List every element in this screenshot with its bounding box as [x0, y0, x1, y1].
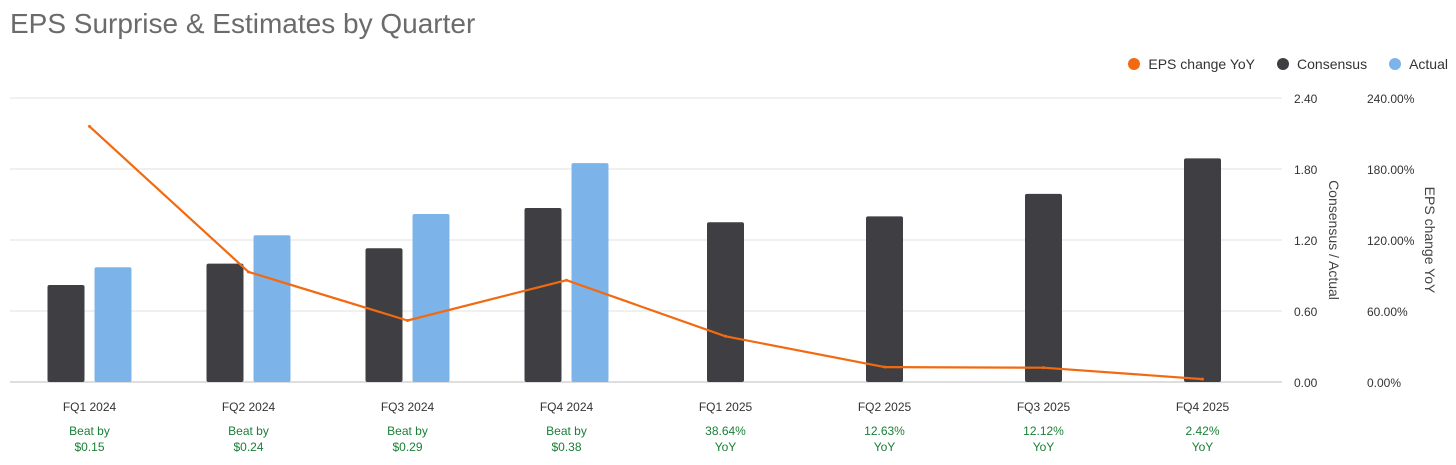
- bar-consensus: [47, 284, 85, 382]
- annotation-line2: YoY: [1033, 440, 1055, 454]
- eps-change-line: [88, 125, 1203, 381]
- bar-actual: [253, 235, 291, 382]
- y-left-tick-label: 1.80: [1294, 163, 1318, 177]
- bar-actual: [571, 163, 609, 382]
- annotation-line2: $0.38: [551, 440, 581, 454]
- eps-change-point: [883, 365, 886, 369]
- bar-consensus: [365, 248, 403, 382]
- legend-label-consensus: Consensus: [1297, 56, 1368, 72]
- x-tick-label: FQ1 2025: [699, 400, 753, 414]
- legend-label-eps-change: EPS change YoY: [1148, 56, 1256, 72]
- legend-item-consensus[interactable]: Consensus: [1277, 56, 1367, 72]
- eps-change-point: [1042, 366, 1045, 370]
- y-left-tick-label: 2.40: [1294, 92, 1318, 106]
- annotation-line2: YoY: [715, 440, 737, 454]
- annotation-line2: $0.15: [74, 440, 104, 454]
- legend-marker-consensus: [1277, 58, 1290, 70]
- bar-consensus: [707, 222, 744, 382]
- bar-consensus: [866, 216, 903, 382]
- x-tick-label: FQ1 2024: [63, 400, 117, 414]
- annotation-line1: 12.12%: [1023, 424, 1064, 438]
- y-right-tick-label: 180.00%: [1367, 163, 1415, 177]
- y-right-axis-title: EPS change YoY: [1422, 187, 1438, 294]
- x-tick-label: FQ3 2024: [381, 400, 435, 414]
- eps-change-point: [406, 318, 409, 322]
- y-right-tick-label: 120.00%: [1367, 234, 1415, 248]
- annotation-line1: 12.63%: [864, 424, 905, 438]
- y-left-tick-label: 0.60: [1294, 305, 1318, 319]
- bar-actual: [94, 267, 132, 382]
- y-right-tick-label: 60.00%: [1367, 305, 1408, 319]
- eps-change-point: [88, 124, 91, 128]
- legend: EPS change YoY Consensus Actual: [1128, 56, 1448, 72]
- y-right-tick-label: 240.00%: [1367, 92, 1415, 106]
- bar-consensus: [206, 263, 244, 382]
- eps-change-point: [724, 334, 727, 338]
- eps-change-point: [1201, 377, 1204, 381]
- bar-consensus: [1184, 158, 1221, 382]
- annotation-line2: YoY: [874, 440, 896, 454]
- annotation-line2: $0.24: [233, 440, 263, 454]
- annotation-line1: Beat by: [546, 424, 587, 438]
- annotation-line2: YoY: [1192, 440, 1214, 454]
- y-left-tick-label: 0.00: [1294, 376, 1318, 390]
- bar-actual: [412, 213, 450, 382]
- annotation-line1: Beat by: [69, 424, 110, 438]
- bar-consensus: [524, 208, 562, 382]
- x-tick-label: FQ3 2025: [1017, 400, 1071, 414]
- x-tick-label: FQ2 2025: [858, 400, 912, 414]
- annotation-line1: Beat by: [387, 424, 428, 438]
- eps-change-point: [565, 278, 568, 282]
- annotation-line1: 2.42%: [1185, 424, 1219, 438]
- y-left-tick-label: 1.20: [1294, 234, 1318, 248]
- legend-item-actual[interactable]: Actual: [1389, 56, 1448, 72]
- legend-label-actual: Actual: [1409, 56, 1448, 72]
- y-right-tick-label: 0.00%: [1367, 376, 1401, 390]
- x-tick-label: FQ4 2025: [1176, 400, 1230, 414]
- x-tick-label: FQ4 2024: [540, 400, 594, 414]
- eps-change-point: [247, 270, 250, 274]
- chart-title: EPS Surprise & Estimates by Quarter: [10, 8, 476, 39]
- annotation-line1: 38.64%: [705, 424, 746, 438]
- legend-marker-eps-change: [1128, 58, 1141, 70]
- bar-consensus: [1025, 193, 1062, 382]
- x-tick-label: FQ2 2024: [222, 400, 276, 414]
- y-left-axis-title: Consensus / Actual: [1326, 180, 1342, 300]
- annotation-line1: Beat by: [228, 424, 269, 438]
- legend-item-eps-change[interactable]: EPS change YoY: [1128, 56, 1255, 72]
- annotation-line2: $0.29: [392, 440, 422, 454]
- legend-marker-actual: [1389, 58, 1402, 70]
